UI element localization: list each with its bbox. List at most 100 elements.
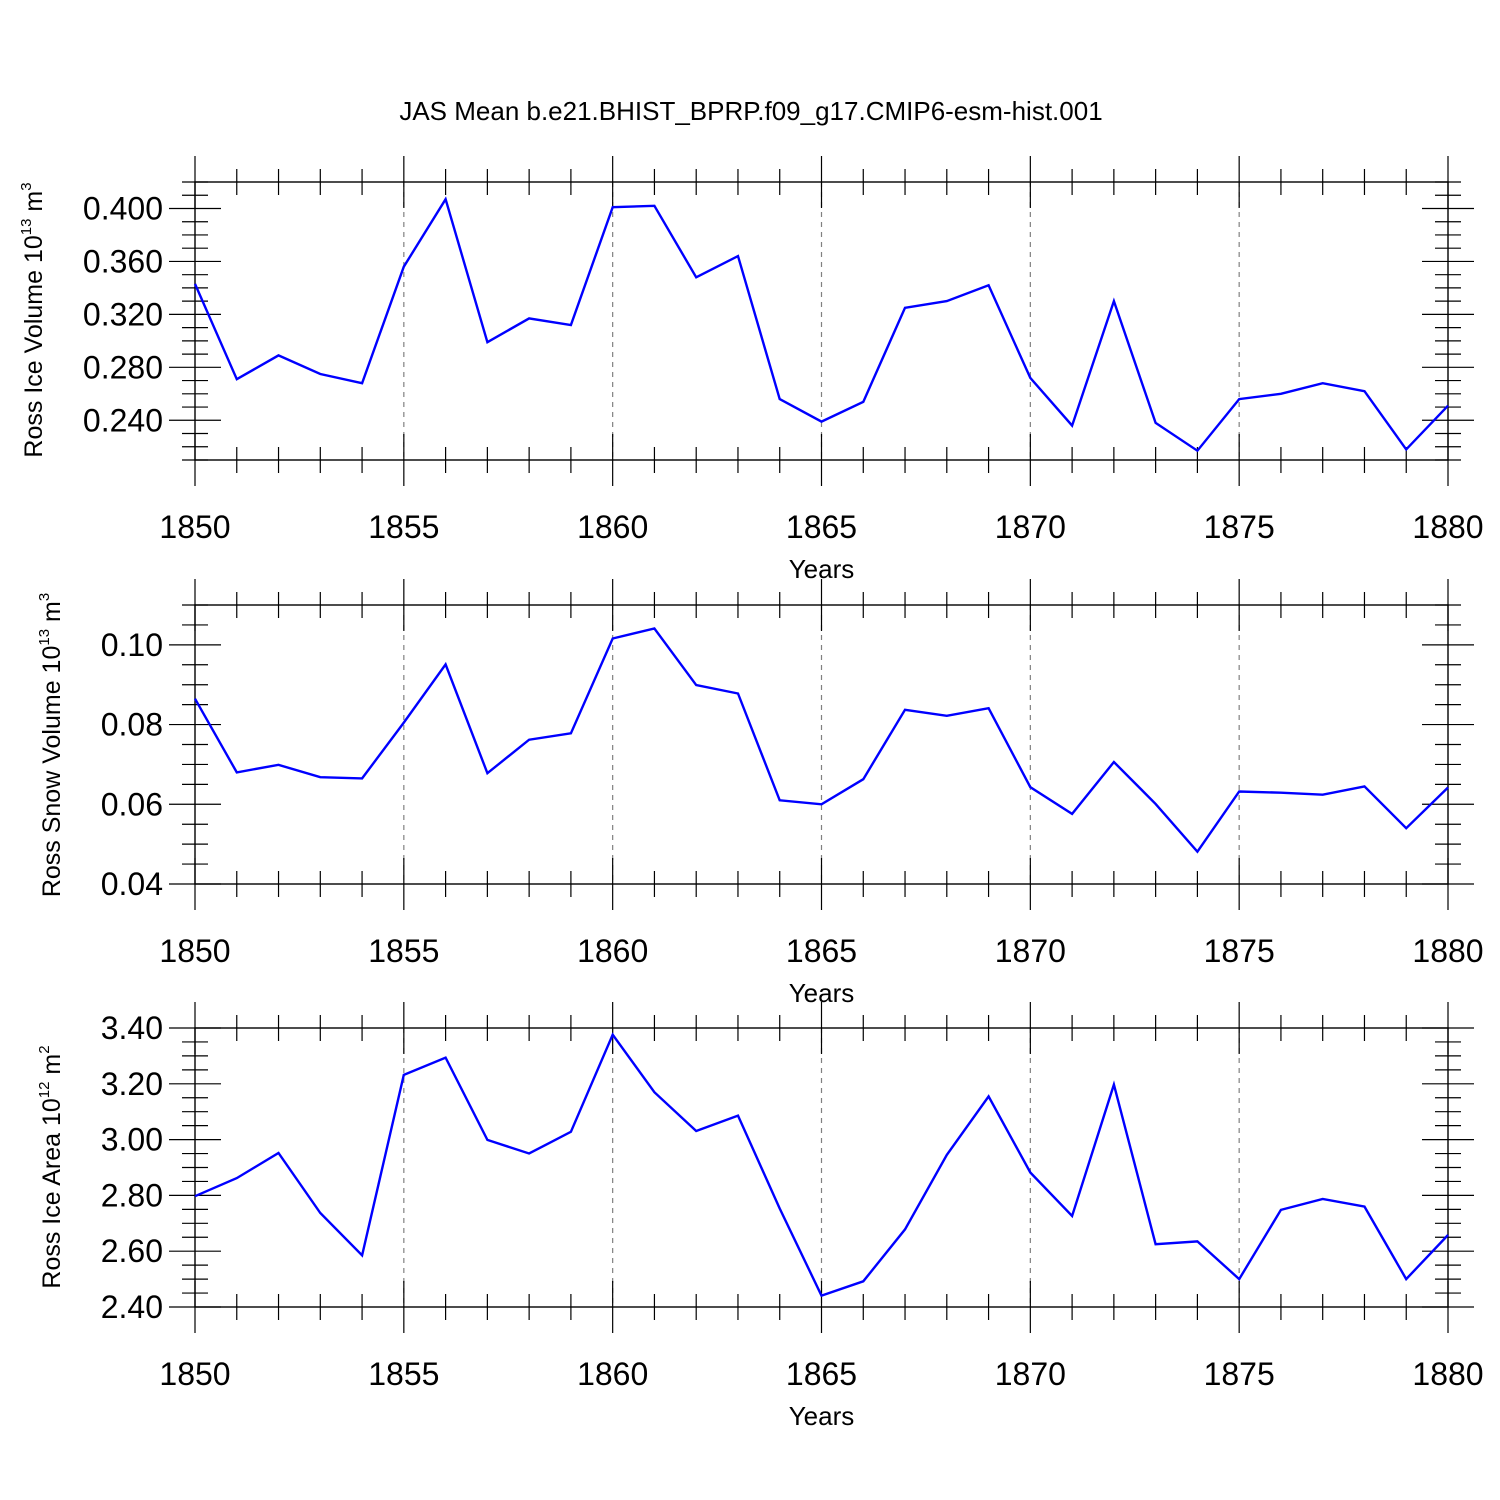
x-tick-label: 1880	[1412, 933, 1483, 969]
y-tick-label: 0.06	[101, 786, 163, 822]
data-point	[485, 771, 489, 775]
y-tick-label: 0.04	[101, 866, 163, 902]
data-point	[402, 265, 406, 269]
data-point	[1112, 299, 1116, 303]
x-tick-label: 1860	[577, 509, 648, 545]
data-point	[1446, 404, 1450, 408]
data-point	[778, 798, 782, 802]
data-point	[527, 316, 531, 320]
data-point	[903, 306, 907, 310]
data-point	[1321, 1197, 1325, 1201]
y-tick-label: 0.280	[83, 349, 163, 385]
data-point	[318, 372, 322, 376]
data-point	[1154, 1242, 1158, 1246]
panel-ice-volume: 0.240 0.280 0.320 0.360 0.400 1850 1855 1860 186…	[18, 156, 1484, 584]
data-point	[820, 1294, 824, 1298]
x-tick-label: 1860	[577, 933, 648, 969]
data-point	[611, 1033, 615, 1037]
data-point	[235, 1176, 239, 1180]
y-tick-label: 0.10	[101, 627, 163, 663]
data-point	[820, 802, 824, 806]
data-point	[778, 1207, 782, 1211]
y-tick-label: 0.240	[83, 402, 163, 438]
figure-title: JAS Mean b.e21.BHIST_BPRP.f09_g17.CMIP6-…	[399, 96, 1102, 126]
data-point	[1362, 784, 1366, 788]
data-point	[569, 1130, 573, 1134]
data-point	[569, 731, 573, 735]
x-tick-label: 1875	[1204, 509, 1275, 545]
x-tick-label: 1855	[368, 933, 439, 969]
y-tick-label: 3.00	[101, 1122, 163, 1158]
data-point	[1446, 1233, 1450, 1237]
data-point	[694, 683, 698, 687]
data-point	[1195, 449, 1199, 453]
data-point	[987, 1094, 991, 1098]
data-point	[1446, 786, 1450, 790]
x-axis-label: Years	[789, 1401, 855, 1431]
data-point	[318, 1211, 322, 1215]
data-point	[1237, 1277, 1241, 1281]
data-point	[1237, 790, 1241, 794]
data-point	[193, 1194, 197, 1198]
y-tick-label: 3.20	[101, 1066, 163, 1102]
data-point	[1154, 421, 1158, 425]
data-point	[235, 377, 239, 381]
x-tick-label: 1870	[995, 933, 1066, 969]
x-tick-label: 1855	[368, 509, 439, 545]
x-tick-label: 1850	[159, 1356, 230, 1392]
data-point	[277, 1151, 281, 1155]
data-point	[277, 763, 281, 767]
data-point	[193, 697, 197, 701]
data-point	[861, 400, 865, 404]
data-point	[1279, 392, 1283, 396]
data-point	[861, 1279, 865, 1283]
data-point	[694, 1129, 698, 1133]
y-tick-label: 2.80	[101, 1177, 163, 1213]
data-point	[652, 204, 656, 208]
data-point	[1070, 424, 1074, 428]
x-tick-label: 1850	[159, 509, 230, 545]
data-point	[861, 777, 865, 781]
data-point	[1362, 1205, 1366, 1209]
y-tick-label: 0.360	[83, 243, 163, 279]
x-tick-label: 1860	[577, 1356, 648, 1392]
x-tick-label: 1870	[995, 509, 1066, 545]
data-point	[527, 1152, 531, 1156]
data-point	[736, 691, 740, 695]
y-tick-label: 0.08	[101, 707, 163, 743]
data-point	[1112, 1083, 1116, 1087]
data-point	[987, 706, 991, 710]
data-point	[778, 397, 782, 401]
series-line	[193, 196, 1449, 453]
data-point	[1028, 785, 1032, 789]
data-point	[1028, 1171, 1032, 1175]
data-point	[318, 775, 322, 779]
data-point	[485, 1138, 489, 1142]
data-point	[360, 776, 364, 780]
panel-snow-volume: 0.04 0.06 0.08 0.10 1850 1855 1860 1865 1870 1875…	[36, 579, 1484, 1008]
y-tick-label: 2.60	[101, 1233, 163, 1269]
data-point	[1321, 793, 1325, 797]
data-point	[569, 323, 573, 327]
x-tick-label: 1875	[1204, 1356, 1275, 1392]
y-axis-label: Ross Ice Area 1012 m2	[36, 1045, 66, 1288]
data-point	[1112, 760, 1116, 764]
x-tick-label: 1865	[786, 933, 857, 969]
data-point	[903, 708, 907, 712]
data-point	[444, 662, 448, 666]
data-point	[694, 275, 698, 279]
panel-ice-area: 2.40 2.60 2.80 3.00 3.20 3.40 1850 1855 1860 1865…	[36, 1002, 1484, 1431]
data-point	[611, 205, 615, 209]
data-point	[1070, 1214, 1074, 1218]
data-point	[1195, 850, 1199, 854]
y-tick-label: 3.40	[101, 1010, 163, 1046]
y-tick-label: 0.320	[83, 296, 163, 332]
data-point	[360, 1253, 364, 1257]
x-tick-label: 1865	[786, 1356, 857, 1392]
x-tick-label: 1850	[159, 933, 230, 969]
data-point	[736, 254, 740, 258]
data-point	[1404, 826, 1408, 830]
data-point	[820, 420, 824, 424]
data-point	[235, 770, 239, 774]
